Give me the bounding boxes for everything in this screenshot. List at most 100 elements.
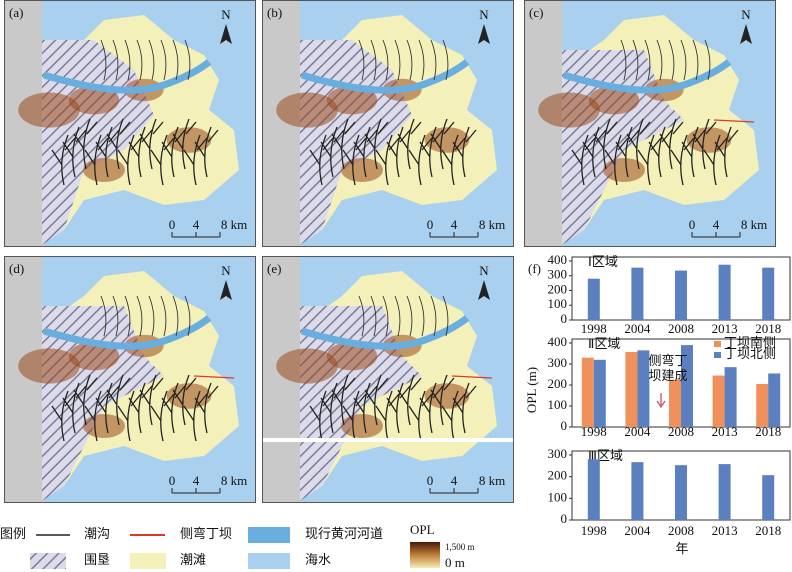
y-tick-label: 400 (548, 252, 568, 267)
tidal-channel (397, 374, 422, 426)
tidal-channel (644, 39, 651, 81)
tidal-channel (100, 295, 107, 337)
x-tick-label: 1998 (581, 424, 607, 439)
tidal-channel (430, 374, 455, 426)
tidal-channel (418, 39, 425, 81)
bar (669, 379, 681, 427)
x-tick-label: 2013 (712, 424, 738, 439)
tidal-channel (331, 374, 356, 426)
x-tick-label: 2004 (624, 321, 651, 336)
tidal-channel (680, 39, 687, 81)
tidal-channel (331, 118, 356, 170)
groin (713, 119, 755, 123)
legend-text: OPL (410, 522, 435, 537)
chart-title: Ⅰ区域 (588, 254, 618, 269)
groin (451, 375, 493, 379)
river (562, 59, 732, 94)
y-tick-label: 0 (561, 511, 568, 526)
y-tick-label: 200 (548, 376, 568, 391)
legend-text: 潮滩 (180, 552, 206, 567)
tidal-channel (692, 39, 699, 81)
scale-label: 4 (451, 473, 458, 488)
tidal-channel (194, 126, 219, 178)
tidal-channel (430, 295, 437, 337)
tidal-channel (668, 39, 675, 81)
tidal-channel (148, 295, 155, 337)
river (300, 315, 470, 350)
map-frame (4, 0, 256, 247)
scale-label: 0 (427, 217, 434, 232)
legend-flat (130, 553, 166, 569)
x-axis-label: 年 (675, 541, 688, 556)
bar (675, 465, 687, 520)
opl-patch (341, 158, 383, 182)
scale-label: 8 km (479, 473, 505, 488)
y-tick-label: 400 (548, 334, 568, 349)
scale-bar (691, 232, 741, 238)
opl-patch (83, 158, 125, 182)
bar (587, 278, 600, 320)
scale-label: 4 (451, 217, 458, 232)
scale-bar (429, 488, 479, 494)
bar (581, 357, 594, 427)
bar (587, 459, 600, 520)
tidal-channel (704, 39, 711, 81)
scale-label: 0 (169, 217, 176, 232)
y-tick-label: 300 (548, 267, 568, 282)
tidal-channel (620, 39, 627, 81)
tidal-channel (452, 382, 477, 434)
tidal-channel (100, 39, 107, 81)
legend-label: 丁坝南侧 (724, 335, 776, 350)
opl-patch (83, 414, 125, 438)
x-tick-label: 2004 (624, 523, 651, 538)
tidal-channel (632, 39, 639, 81)
legend-opl (410, 542, 440, 568)
bar (631, 462, 644, 520)
scale-label: 0 (169, 473, 176, 488)
scale-bar (429, 232, 479, 238)
x-tick-label: 1998 (581, 321, 607, 336)
north-label: N (479, 263, 489, 278)
x-tick-label: 2008 (668, 424, 694, 439)
panel-label: (f) (528, 261, 541, 276)
x-tick-label: 2008 (668, 523, 694, 538)
scale-label: 4 (193, 217, 200, 232)
opl-patch (588, 85, 640, 115)
tidal-channel (714, 126, 739, 178)
map-frame (262, 256, 514, 503)
opl-patch (68, 85, 120, 115)
legend-sea (248, 553, 290, 569)
tidal-channel (106, 374, 131, 426)
tidal-channel (73, 118, 98, 170)
legend-swatch (714, 341, 721, 347)
x-tick-label: 2013 (712, 321, 738, 336)
tidal-channel (184, 39, 191, 81)
tidal-channel (172, 295, 179, 337)
tidal-channel (406, 39, 413, 81)
tidal-channel (184, 295, 191, 337)
tidal-channel (430, 118, 455, 170)
tidal-channel (452, 126, 477, 178)
bar (718, 464, 731, 520)
x-tick-label: 1998 (581, 523, 607, 538)
tidal-channel (430, 39, 437, 81)
groin (193, 375, 235, 379)
chart-title: Ⅱ区域 (588, 336, 620, 351)
north-arrow (478, 280, 490, 300)
tidal-channel (364, 118, 389, 170)
legend-swatch (714, 352, 721, 358)
panel-label: (a) (9, 5, 23, 20)
panel-label: (c) (529, 5, 543, 20)
legend-river (248, 527, 290, 543)
river (42, 315, 212, 350)
opl-patch (18, 348, 80, 384)
panel-label: (d) (9, 261, 24, 276)
map-panel: (b) N 0 4 8 km (262, 0, 514, 247)
tidal-channel (382, 295, 389, 337)
tidal-channel (172, 118, 197, 170)
panel-label: (b) (267, 5, 282, 20)
legend-text: 潮沟 (84, 526, 110, 541)
bar (593, 359, 606, 427)
legend-label: 丁坝北侧 (724, 346, 776, 361)
